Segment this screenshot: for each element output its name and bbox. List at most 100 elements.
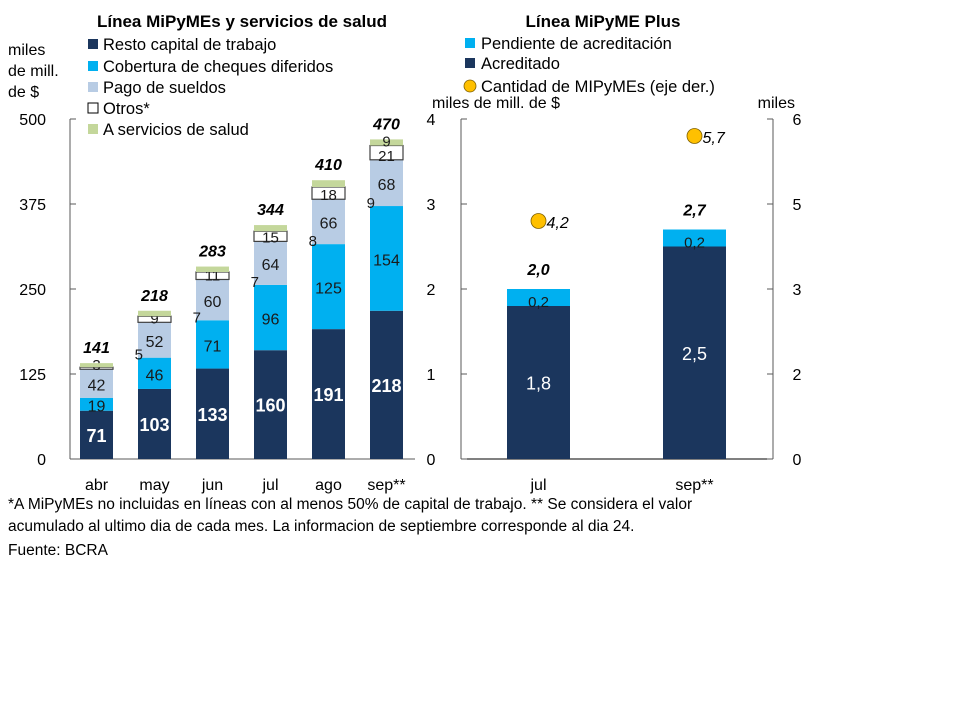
bar-value-label: 52 bbox=[146, 334, 164, 351]
left-y-tick-label: 125 bbox=[19, 367, 46, 384]
right-y-tick-label: 0 bbox=[427, 452, 436, 469]
legend-label: Pendiente de acreditación bbox=[481, 35, 672, 53]
left-y-tick-label: 375 bbox=[19, 197, 46, 214]
bar-total-label: 470 bbox=[372, 116, 400, 133]
legend-swatch bbox=[87, 102, 99, 114]
bar-value-label: 103 bbox=[139, 415, 169, 435]
bar-segment-otros- bbox=[369, 144, 404, 161]
legend-swatch bbox=[88, 82, 98, 92]
bar-value-label: 2,5 bbox=[682, 344, 707, 364]
legend-label: Cobertura de cheques diferidos bbox=[103, 58, 333, 76]
bar-total-label: 283 bbox=[198, 244, 226, 261]
x-tick-label: jul bbox=[529, 477, 546, 494]
right-y2-tick-label: 5 bbox=[793, 197, 802, 214]
x-tick-label: abr bbox=[85, 477, 109, 494]
source-note: Fuente: BCRA bbox=[8, 542, 108, 559]
bar-segment-a-servicios-de-salud bbox=[80, 363, 113, 368]
bar-segment-cobertura-de-cheques-diferidos bbox=[254, 284, 287, 351]
x-tick-label: jun bbox=[201, 477, 223, 494]
side-value-label: 7 bbox=[193, 309, 201, 326]
legend-swatch bbox=[88, 61, 98, 71]
bar-value-label: 60 bbox=[204, 294, 222, 311]
bar-segment-a-servicios-de-salud bbox=[138, 310, 171, 317]
right-y2-tick-label: 0 bbox=[793, 452, 802, 469]
bar-segment-cobertura-de-cheques-diferidos bbox=[370, 206, 403, 311]
right-y2-tick-label: 6 bbox=[793, 112, 802, 129]
bar-total-label: 141 bbox=[83, 340, 110, 357]
bar-total-label: 2,0 bbox=[526, 262, 549, 279]
legend-label: Otros* bbox=[103, 100, 150, 118]
bar-segment-pago-de-sueldos bbox=[312, 199, 345, 245]
bar-total-label: 344 bbox=[257, 202, 284, 219]
right-y2-tick-label: 3 bbox=[793, 282, 802, 299]
right-chart-title: Línea MiPyME Plus bbox=[526, 12, 681, 31]
bar-value-label: 0,2 bbox=[684, 235, 705, 252]
legend-swatch bbox=[465, 38, 475, 48]
data-point bbox=[530, 213, 547, 229]
bar-segment-acreditado bbox=[663, 246, 726, 459]
point-value-label: 5,7 bbox=[703, 130, 726, 147]
bar-segment-resto-capital-de-trabajo bbox=[370, 310, 403, 459]
bar-segment-cobertura-de-cheques-diferidos bbox=[196, 320, 229, 369]
right-y-unit-label: miles de mill. de $ bbox=[432, 95, 560, 112]
bar-value-label: 160 bbox=[255, 396, 285, 416]
left-y-tick-label: 0 bbox=[37, 452, 46, 469]
left-chart-title: Línea MiPyMEs y servicios de salud bbox=[97, 12, 387, 31]
bar-segment-resto-capital-de-trabajo bbox=[138, 388, 171, 459]
left-y-unit-label: miles bbox=[8, 42, 45, 59]
bar-value-label: 42 bbox=[88, 378, 106, 395]
side-value-label: 8 bbox=[309, 233, 317, 250]
bar-segment-a-servicios-de-salud bbox=[254, 225, 287, 232]
legend-label: Cantidad de MIPyMEs (eje der.) bbox=[481, 78, 715, 96]
legend-label: A servicios de salud bbox=[103, 121, 249, 139]
bar-value-label: 71 bbox=[204, 338, 222, 355]
bar-value-label: 9 bbox=[150, 310, 158, 327]
x-tick-label: may bbox=[139, 477, 169, 494]
bar-segment-resto-capital-de-trabajo bbox=[312, 329, 345, 459]
bar-segment-a-servicios-de-salud bbox=[312, 180, 345, 187]
right-y-tick-label: 4 bbox=[427, 112, 436, 129]
side-value-label: 9 bbox=[367, 195, 375, 212]
bar-value-label: 15 bbox=[262, 229, 279, 246]
left-y-unit-label: de mill. bbox=[8, 63, 59, 80]
bar-value-label: 71 bbox=[86, 426, 106, 446]
bar-total-label: 218 bbox=[140, 288, 168, 305]
bar-value-label: 46 bbox=[146, 367, 164, 384]
x-tick-label: jul bbox=[261, 477, 278, 494]
x-tick-label: sep** bbox=[367, 477, 405, 494]
bar-value-label: 154 bbox=[373, 252, 400, 269]
bar-value-label: 9 bbox=[382, 134, 390, 151]
bar-value-label: 133 bbox=[197, 405, 227, 425]
bar-total-label: 410 bbox=[314, 157, 342, 174]
bar-segment-pago-de-sueldos bbox=[370, 159, 403, 207]
bar-value-label: 21 bbox=[378, 148, 395, 165]
legend-swatch bbox=[88, 39, 98, 49]
bar-total-label: 2,7 bbox=[682, 203, 706, 220]
bar-segment-pendiente-de-acreditaci-n bbox=[507, 289, 570, 306]
bar-segment-cobertura-de-cheques-diferidos bbox=[80, 397, 113, 411]
side-value-label: 7 bbox=[251, 274, 259, 291]
bar-segment-a-servicios-de-salud bbox=[370, 139, 403, 146]
bar-value-label: 66 bbox=[320, 216, 338, 233]
bar-value-label: 0,2 bbox=[528, 294, 549, 311]
bar-value-label: 218 bbox=[371, 376, 401, 396]
data-point bbox=[686, 128, 703, 144]
bar-segment-resto-capital-de-trabajo bbox=[254, 350, 287, 459]
x-tick-label: ago bbox=[315, 477, 342, 494]
bar-value-label: 68 bbox=[378, 177, 396, 194]
legend-swatch bbox=[463, 79, 477, 93]
left-y-unit-label: de $ bbox=[8, 84, 39, 101]
legend-swatch bbox=[88, 124, 98, 134]
bar-segment-resto-capital-de-trabajo bbox=[80, 410, 113, 459]
right-y2-tick-label: 2 bbox=[793, 367, 802, 384]
bar-segment-otros- bbox=[79, 366, 114, 370]
bar-segment-acreditado bbox=[507, 306, 570, 459]
bar-segment-pago-de-sueldos bbox=[80, 369, 113, 398]
footnote-line-2: acumulado al ultimo dia de cada mes. La … bbox=[8, 518, 635, 535]
left-y-tick-label: 250 bbox=[19, 282, 46, 299]
right-y2-unit-label: miles bbox=[758, 95, 795, 112]
bar-value-label: 19 bbox=[88, 398, 106, 415]
side-value-label: 5 bbox=[135, 347, 143, 364]
left-y-tick-label: 500 bbox=[19, 112, 46, 129]
